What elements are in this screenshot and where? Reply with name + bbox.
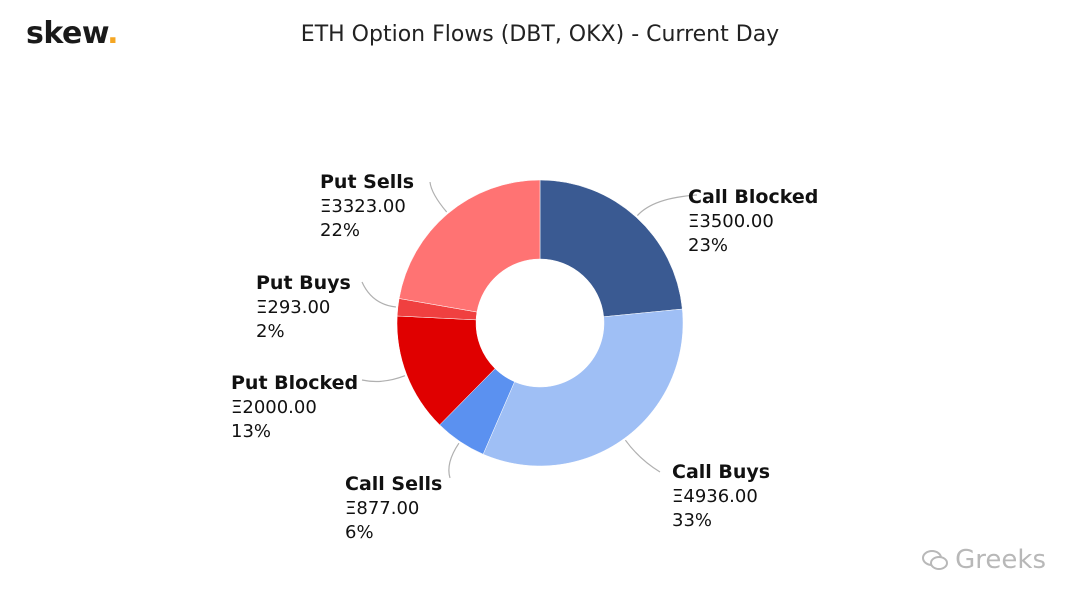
slice-label-percent: 33% bbox=[672, 510, 712, 531]
slice-label-percent: 2% bbox=[256, 321, 285, 342]
slice-label-percent: 23% bbox=[688, 235, 728, 256]
slice-label-amount: Ξ877.00 bbox=[345, 498, 419, 519]
logo-dot: . bbox=[107, 16, 119, 51]
slice-label-percent: 13% bbox=[231, 421, 271, 442]
connector-line bbox=[624, 439, 661, 473]
slice-label-amount: Ξ3500.00 bbox=[688, 211, 774, 232]
connector-line bbox=[448, 442, 460, 479]
connector-line bbox=[636, 194, 698, 216]
slice-label-amount: Ξ4936.00 bbox=[672, 486, 758, 507]
slice-call-buys[interactable] bbox=[482, 308, 684, 467]
slice-label-amount: Ξ2000.00 bbox=[231, 397, 317, 418]
slice-label-amount: Ξ293.00 bbox=[256, 297, 330, 318]
slice-label-amount: Ξ3323.00 bbox=[320, 196, 406, 217]
wechat-icon bbox=[922, 550, 949, 570]
slice-label-name: Put Sells bbox=[320, 171, 414, 193]
skew-logo: skew. bbox=[26, 16, 119, 51]
slice-label-name: Put Buys bbox=[256, 272, 351, 294]
connector-line bbox=[361, 375, 406, 383]
slice-label-percent: 22% bbox=[320, 220, 360, 241]
slice-put-sells[interactable] bbox=[398, 179, 541, 313]
connector-line bbox=[429, 181, 448, 213]
slice-call-blocked[interactable] bbox=[539, 179, 683, 318]
watermark: Greeks bbox=[921, 545, 1046, 575]
slice-label-name: Put Blocked bbox=[231, 372, 358, 394]
slice-label-name: Call Sells bbox=[345, 473, 442, 495]
logo-text: skew bbox=[26, 16, 108, 51]
slice-label-percent: 6% bbox=[345, 522, 374, 543]
connector-line bbox=[361, 281, 396, 308]
slice-label-name: Call Blocked bbox=[688, 186, 818, 208]
chart-title: ETH Option Flows (DBT, OKX) - Current Da… bbox=[300, 22, 780, 47]
watermark-text: Greeks bbox=[955, 545, 1046, 575]
slice-label-name: Call Buys bbox=[672, 461, 770, 483]
